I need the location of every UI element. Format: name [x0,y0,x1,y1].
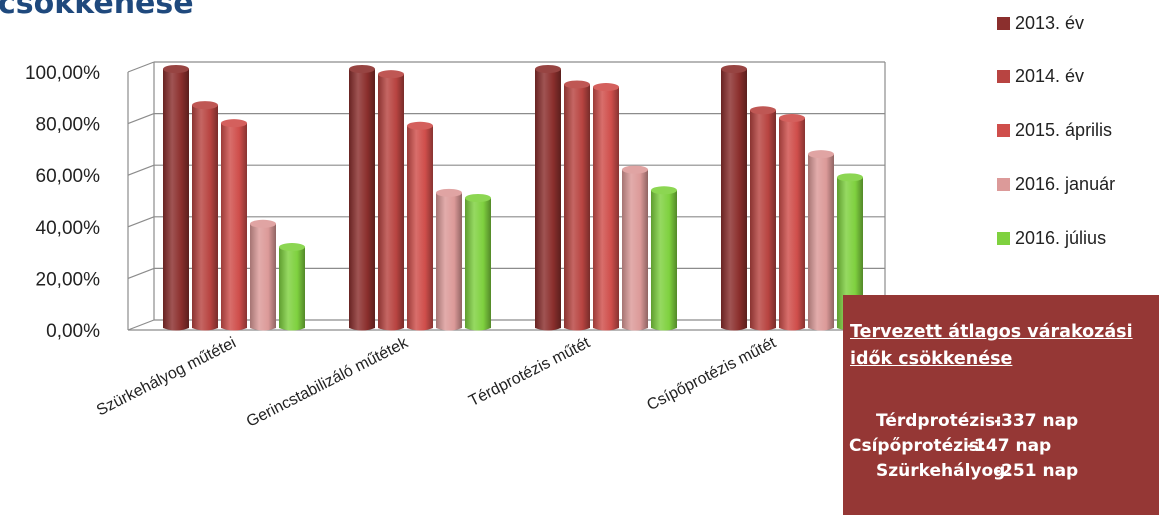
info-row-label: Térdprotézis: [876,411,1002,431]
legend-item: 2016. január [997,173,1115,195]
bar [465,194,491,331]
bar [535,65,561,331]
gridline-side [127,164,155,176]
bar [564,80,590,331]
bar [593,83,619,331]
legend-swatch [997,231,1010,245]
legend-item: 2015. április [997,119,1112,141]
legend-item: 2016. július [997,227,1106,249]
y-tick-label: 0,00% [46,321,100,342]
legend-label: 2016. január [1015,173,1116,194]
info-row-value: -337 nap [994,411,1079,431]
legend-label: 2014. év [1015,65,1085,86]
info-row-label: Csípőprotézis: [849,436,986,456]
legend-swatch [997,177,1010,191]
bar [651,186,677,331]
info-row-label: Szürkehályog: [876,461,1013,481]
page-title: csökkenése [0,0,194,21]
info-row-value: -147 nap [967,436,1052,456]
x-tick-label: Szürkehályog műtétei [94,334,239,419]
y-tick-label: 100,00% [25,63,100,84]
legend-label: 2016. július [1015,227,1107,248]
bar [779,114,805,331]
bar-chart: 0,00% 20,00% 40,00% 60,00% 80,00% 100,00% Szü… [25,61,886,431]
x-tick-label: Gerincstabilizáló műtétek [244,334,412,431]
bar [163,65,189,331]
bar [436,188,462,331]
gridline-side [127,216,155,228]
y-tick-label: 40,00% [36,218,101,239]
bar [250,219,276,331]
legend-swatch [997,123,1010,137]
legend-item: 2014. év [997,65,1084,87]
bar [721,65,747,331]
legend-label: 2013. év [1015,12,1085,33]
bar [221,119,247,331]
bar [622,165,648,331]
y-tick-label: 20,00% [36,269,101,290]
x-tick-label: Térdprotézis műtét [466,334,593,410]
info-title: Tervezett átlagos várakozási idők csökke… [850,322,1133,369]
gridline-side [127,267,155,279]
legend-swatch [997,69,1010,83]
gridline-side [127,61,155,73]
bar [279,243,305,331]
bar [808,150,834,331]
bar [349,65,375,331]
y-tick-labels: 0,00% 20,00% 40,00% 60,00% 80,00% 100,00% [25,63,100,342]
bar [750,106,776,331]
y-tick-label: 80,00% [36,115,101,136]
y-tick-label: 60,00% [36,166,101,187]
gridline-side [127,319,155,331]
legend-swatch [997,16,1010,30]
bar [378,70,404,331]
legend-label: 2015. április [1015,119,1113,140]
bar [407,121,433,331]
gridline-side [127,113,155,125]
bar [837,173,863,331]
legend-item: 2013. év [997,12,1084,34]
info-box: Tervezett átlagos várakozási idők csökke… [843,295,1159,515]
x-tick-label: Csípőprotézis műtét [644,334,779,414]
x-tick-labels: Szürkehályog műtétei Gerincstabilizáló mű… [94,334,779,431]
bar [192,101,218,331]
info-row-value: -251 nap [994,461,1079,481]
chart-bars [163,65,863,331]
